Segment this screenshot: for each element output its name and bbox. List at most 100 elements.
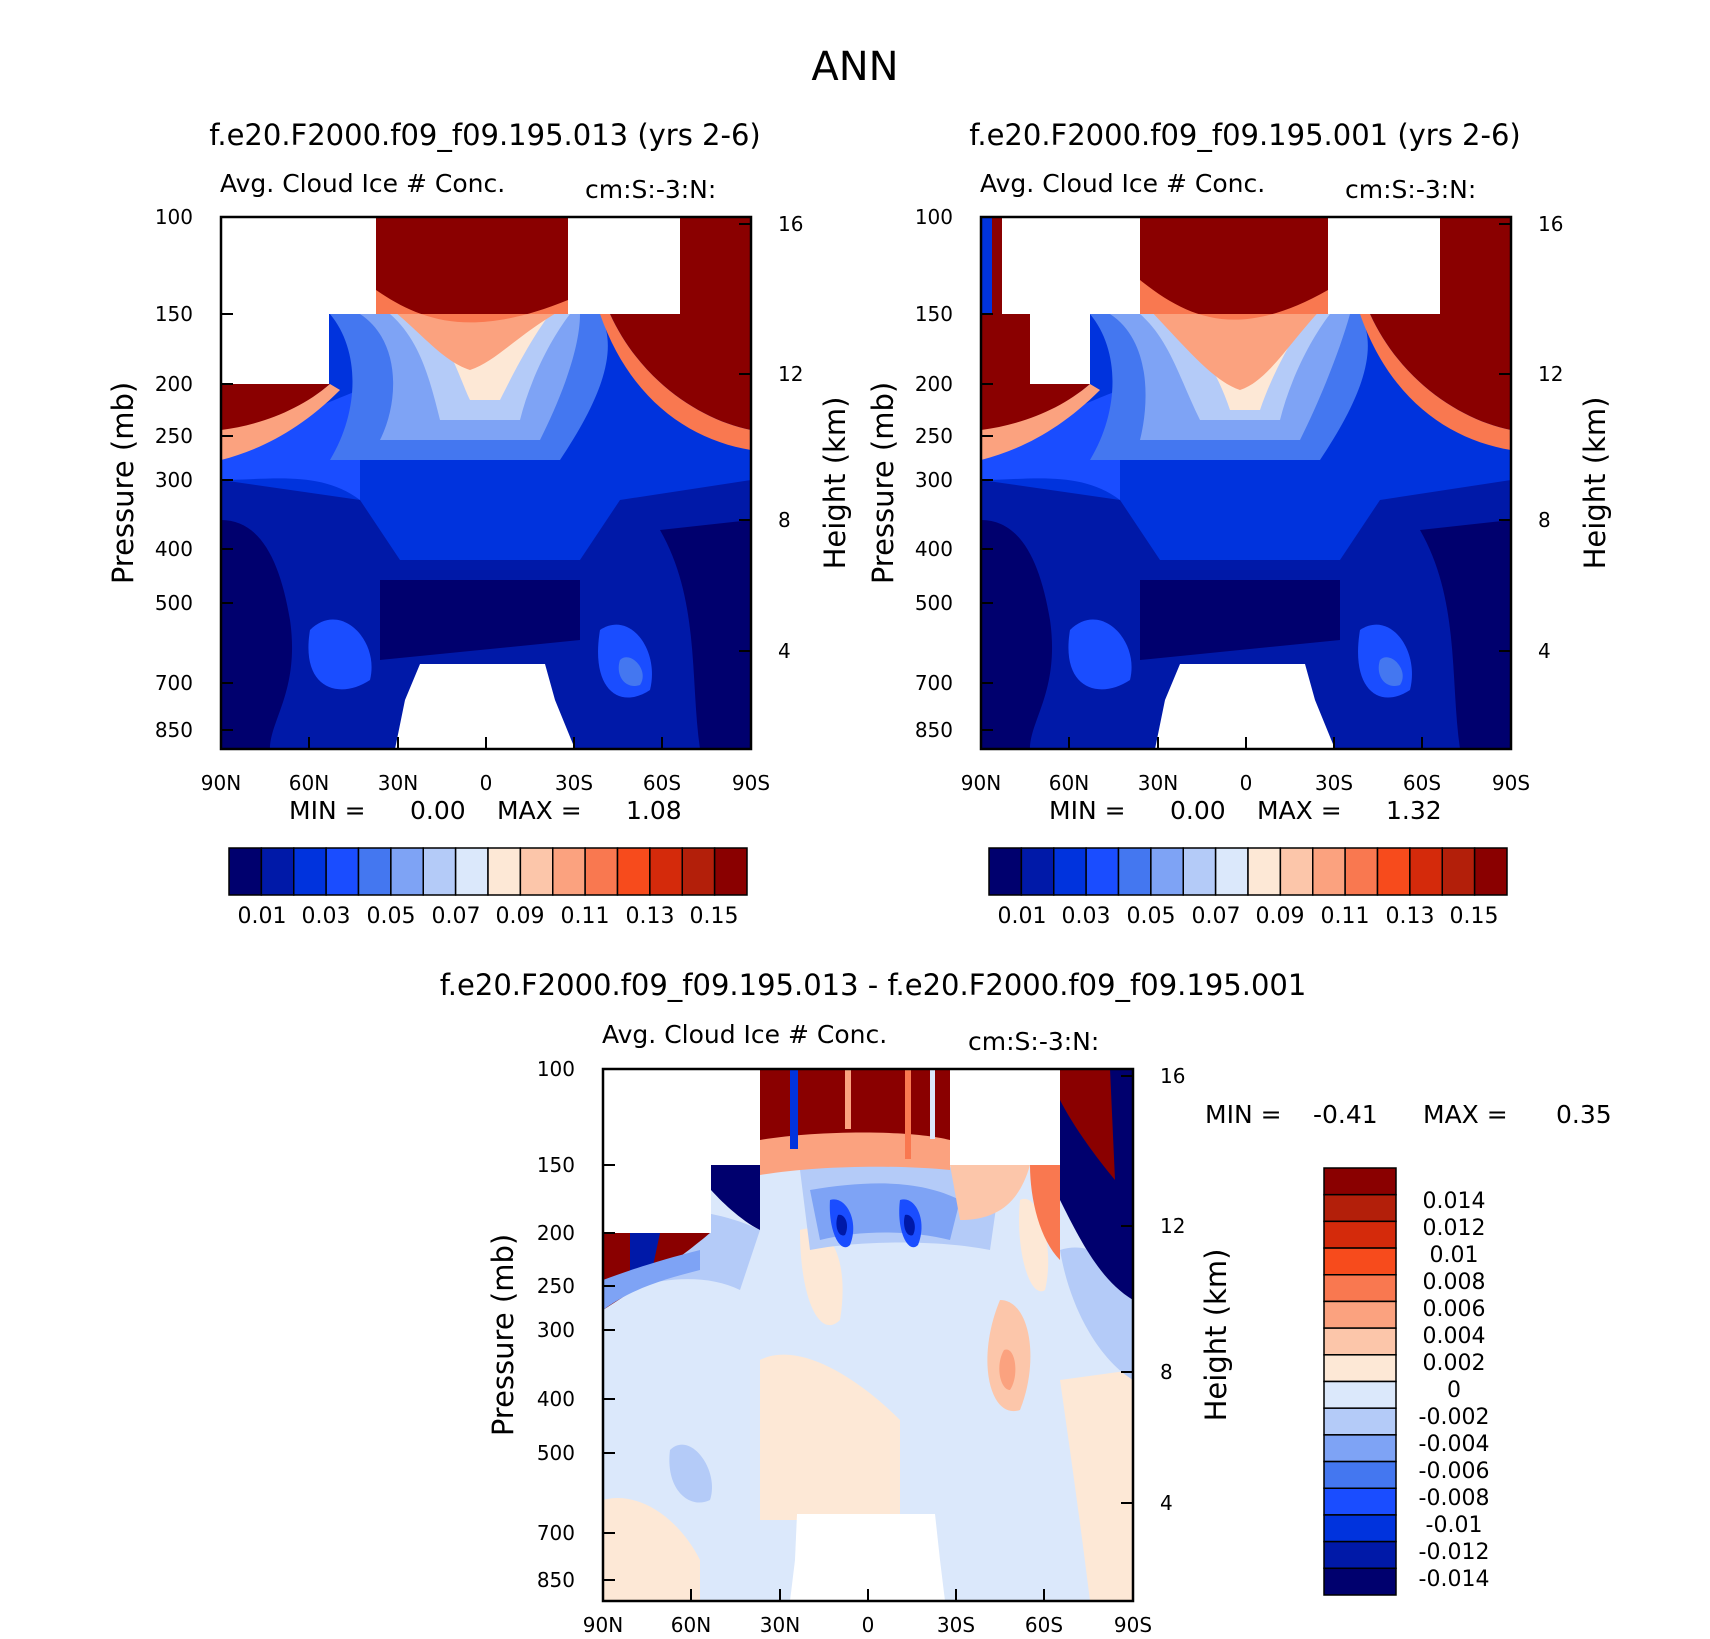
y-tick-label: 100	[155, 205, 193, 229]
x-tick-label: 30S	[1315, 771, 1353, 795]
colorbar-label: 0.09	[496, 904, 545, 929]
colorbar-label: 0.07	[1192, 904, 1241, 929]
y-tick-label: 500	[537, 1441, 575, 1465]
x-tick-label: 30N	[378, 771, 418, 795]
colorbar-swatch	[1323, 1514, 1397, 1543]
colorbar-swatch	[454, 847, 489, 896]
y-tick-label: 200	[155, 372, 193, 396]
colorbar-swatch	[1323, 1300, 1397, 1329]
x-tick-label: 90N	[583, 1613, 623, 1637]
x-tick-label: 60S	[1403, 771, 1441, 795]
height-tick-label: 16	[1160, 1064, 1185, 1088]
colorbar-swatch	[584, 847, 619, 896]
page-title: ANN	[811, 44, 898, 90]
colorbar-swatch	[1323, 1274, 1397, 1303]
colorbar-label: 0.11	[561, 904, 610, 929]
contour-field	[981, 217, 1511, 749]
colorbar-label: 0.008	[1423, 1270, 1486, 1295]
colorbar-label: -0.004	[1419, 1432, 1490, 1457]
y-axis-title: Pressure (mb)	[486, 1234, 520, 1436]
colorbar-swatch	[487, 847, 522, 896]
x-axis: 90N 60N 30N 0 30S 60S 90S	[961, 737, 1530, 795]
colorbar-swatch	[649, 847, 683, 896]
colorbar-label: 0	[1447, 1378, 1461, 1403]
y-tick-label: 700	[155, 671, 193, 695]
colorbar-swatch	[293, 847, 327, 896]
colorbar-swatch	[1182, 847, 1217, 896]
colorbar-swatch	[325, 847, 360, 896]
y-tick-label: 100	[537, 1057, 575, 1081]
y-tick-label: 400	[537, 1387, 575, 1411]
x-tick-label: 30N	[1138, 771, 1178, 795]
x-tick-label: 90N	[201, 771, 241, 795]
x-tick-label: 30S	[555, 771, 593, 795]
max-value: 0.35	[1556, 1100, 1612, 1129]
min-label: MIN =	[1049, 796, 1126, 825]
colorbar-swatch	[988, 847, 1023, 896]
contour-field	[221, 217, 751, 749]
colorbar-swatch	[1323, 1407, 1397, 1436]
min-value: 0.00	[410, 796, 466, 825]
x-tick-label: 60N	[1049, 771, 1089, 795]
colorbar-swatch	[1409, 847, 1443, 896]
colorbar-swatch	[1323, 1460, 1397, 1489]
height-tick-label: 4	[1160, 1491, 1173, 1515]
max-label: MAX =	[497, 796, 582, 825]
y-axis-left: 100 150 200 250 300 400 500 700 850	[155, 205, 233, 742]
colorbar-swatch	[228, 847, 263, 896]
min-value: 0.00	[1170, 796, 1226, 825]
panel-model-001: f.e20.F2000.f09_f09.195.001 (yrs 2-6) Av…	[866, 118, 1612, 929]
colorbar-label: 0.01	[238, 904, 287, 929]
colorbar-swatch	[1323, 1327, 1397, 1356]
height-tick-label: 12	[778, 362, 803, 386]
panel-title: f.e20.F2000.f09_f09.195.001 (yrs 2-6)	[969, 118, 1520, 152]
contour-field	[603, 1069, 1133, 1601]
colorbar-swatch	[390, 847, 424, 896]
colorbar-swatch	[1323, 1247, 1397, 1276]
colorbar-swatch	[1323, 1193, 1397, 1223]
colorbar-label: 0.15	[1450, 904, 1499, 929]
y-axis-right: 16 12 8 4	[1499, 212, 1563, 663]
colorbar-swatch	[1323, 1380, 1397, 1409]
y-tick-label: 250	[155, 424, 193, 448]
min-value: -0.41	[1313, 1100, 1378, 1129]
colorbar-label: 0.01	[998, 904, 1047, 929]
colorbar-swatch	[713, 847, 748, 896]
colorbar-label: 0.03	[1062, 904, 1111, 929]
y-tick-label: 250	[915, 424, 953, 448]
min-label: MIN =	[289, 796, 366, 825]
y-tick-label: 250	[537, 1274, 575, 1298]
colorbar-swatch	[1473, 847, 1508, 896]
colorbar-swatch	[1376, 847, 1411, 896]
y-axis-left: 100 150 200 250 300 400 500 700 850	[537, 1057, 615, 1592]
colorbar-swatch	[1085, 847, 1120, 896]
colorbar-label: 0.014	[1423, 1189, 1486, 1214]
y-tick-label: 150	[537, 1153, 575, 1177]
colorbar-swatch	[1441, 847, 1476, 896]
colorbar-label: 0.05	[367, 904, 416, 929]
height-tick-label: 8	[1538, 508, 1551, 532]
colorbar-label: 0.11	[1321, 904, 1370, 929]
min-label: MIN =	[1205, 1100, 1282, 1129]
colorbar-swatch	[552, 847, 586, 896]
colorbar-label: -0.008	[1419, 1486, 1490, 1511]
colorbar-swatch	[1323, 1567, 1397, 1596]
colorbar-swatch	[1323, 1354, 1397, 1383]
colorbar-label: 0.13	[1386, 904, 1435, 929]
colorbar-swatch	[681, 847, 716, 896]
colorbar-label: 0.07	[432, 904, 481, 929]
height-tick-label: 4	[1538, 639, 1551, 663]
panel-subtitle-right: cm:S:-3:N:	[585, 175, 716, 204]
y-tick-label: 850	[915, 718, 953, 742]
colorbar-label: 0.006	[1423, 1297, 1486, 1322]
y-tick-label: 300	[915, 468, 953, 492]
panel-subtitle-right: cm:S:-3:N:	[968, 1027, 1099, 1056]
height-tick-label: 12	[1538, 362, 1563, 386]
colorbar-swatch	[1323, 1540, 1397, 1570]
y-axis-title: Pressure (mb)	[866, 382, 900, 584]
colorbar-label: -0.014	[1419, 1567, 1490, 1592]
x-tick-label: 60S	[1025, 1613, 1063, 1637]
colorbar	[988, 847, 1508, 896]
panel-model-013: f.e20.F2000.f09_f09.195.013 (yrs 2-6) Av…	[106, 118, 852, 929]
